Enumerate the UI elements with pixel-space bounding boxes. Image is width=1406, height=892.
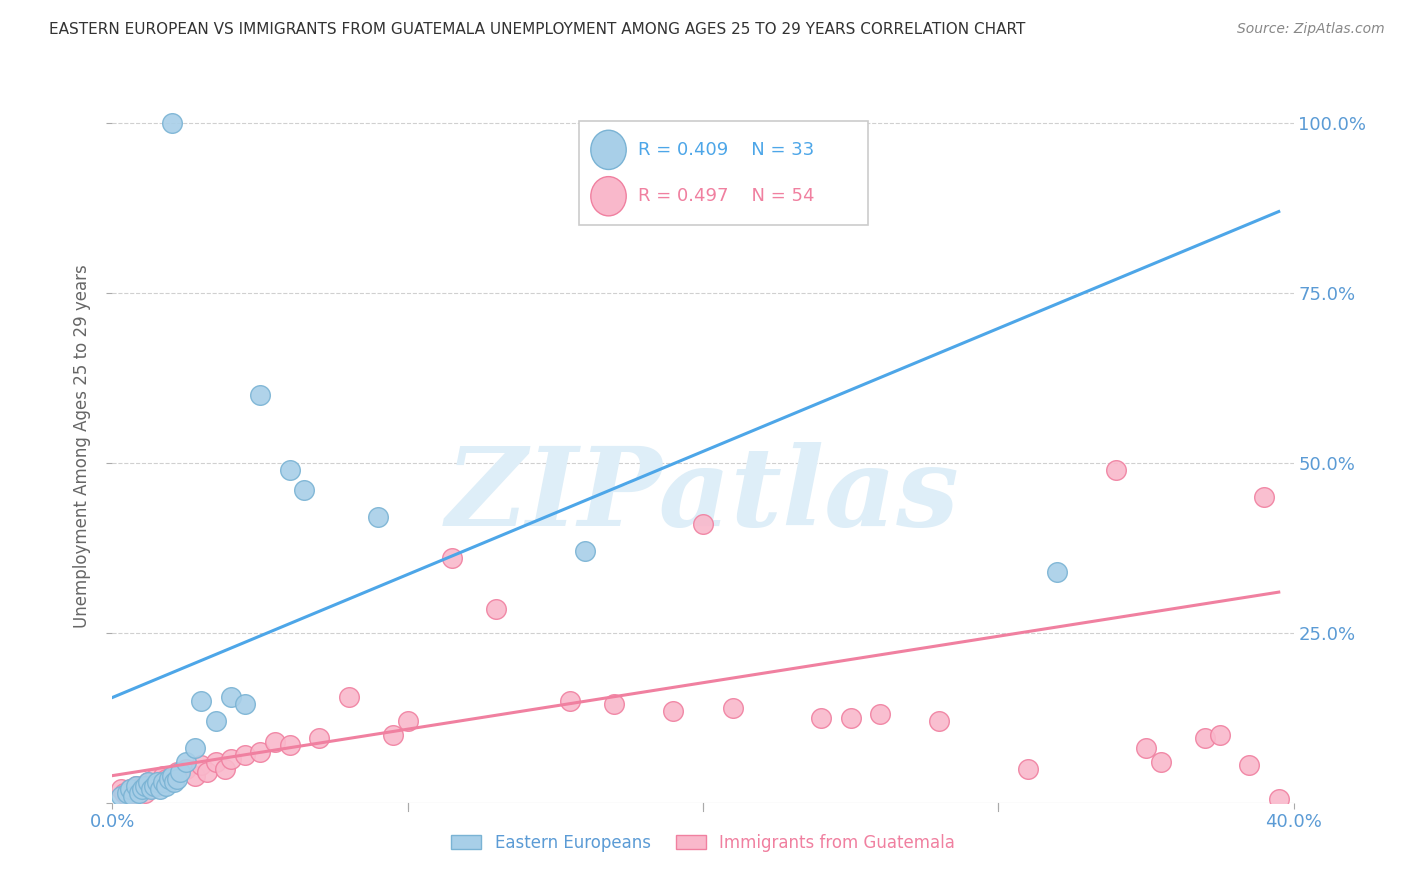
Point [928,714,950,729]
Point [155,779,177,793]
Point [152,775,174,789]
Point [382,728,405,742]
Point [1150,755,1173,769]
Point [125,779,148,793]
Point [157,775,180,789]
Point [1208,728,1232,742]
Point [131,782,153,797]
Point [146,775,169,789]
Point [160,769,183,783]
Point [160,116,183,130]
FancyBboxPatch shape [579,121,869,225]
Point [122,789,145,803]
Point [337,690,360,705]
Point [195,765,218,780]
Y-axis label: Unemployment Among Ages 25 to 29 years: Unemployment Among Ages 25 to 29 years [73,264,91,628]
Point [214,762,236,776]
Point [139,779,162,793]
Point [603,698,626,712]
Point [184,741,207,756]
Point [205,755,228,769]
Point [219,690,242,705]
Legend: Eastern Europeans, Immigrants from Guatemala: Eastern Europeans, Immigrants from Guate… [444,828,962,859]
Point [1017,762,1039,776]
Point [249,388,271,402]
Point [1239,758,1261,772]
Point [367,510,389,524]
Point [166,772,188,786]
Point [485,602,508,616]
Point [163,775,186,789]
Text: EASTERN EUROPEAN VS IMMIGRANTS FROM GUATEMALA UNEMPLOYMENT AMONG AGES 25 TO 29 Y: EASTERN EUROPEAN VS IMMIGRANTS FROM GUAT… [49,22,1025,37]
Point [155,772,177,786]
Point [149,782,172,797]
Point [190,694,212,708]
Point [146,779,169,793]
Point [134,779,156,793]
Point [131,779,153,793]
Text: ZIPatlas: ZIPatlas [446,442,960,549]
Point [721,700,744,714]
Point [233,748,256,763]
Point [125,779,148,793]
Point [160,769,183,783]
Point [134,786,156,800]
Point [128,786,150,800]
Point [120,782,142,797]
Text: Source: ZipAtlas.com: Source: ZipAtlas.com [1237,22,1385,37]
Point [190,758,212,772]
Point [278,738,301,752]
Point [219,751,242,765]
Point [120,782,142,797]
Point [149,775,172,789]
Point [1194,731,1216,746]
Point [1253,490,1275,504]
Point [869,707,891,722]
Point [1105,463,1128,477]
Point [292,483,315,498]
Point [142,779,165,793]
Point [136,775,159,789]
Point [662,704,685,718]
Point [136,775,159,789]
Point [169,765,191,780]
Point [249,745,271,759]
Point [174,762,197,776]
Point [396,714,419,729]
Point [117,789,138,803]
Point [205,714,228,729]
Ellipse shape [591,130,626,169]
Ellipse shape [591,177,626,216]
Point [110,782,132,797]
Text: R = 0.409    N = 33: R = 0.409 N = 33 [638,141,814,159]
Point [152,769,174,783]
Point [574,544,596,558]
Point [117,786,138,800]
Point [441,551,464,566]
Point [184,769,207,783]
Point [122,786,145,800]
Point [1046,565,1069,579]
Point [157,772,180,786]
Point [264,734,287,748]
Point [166,765,188,780]
Point [839,711,862,725]
Point [1268,792,1291,806]
Point [233,698,256,712]
Point [1135,741,1157,756]
Point [128,782,150,797]
Point [810,711,832,725]
Text: R = 0.497    N = 54: R = 0.497 N = 54 [638,187,814,205]
Point [174,755,197,769]
Point [110,789,132,803]
Point [139,782,162,797]
Point [308,731,330,746]
Point [558,694,582,708]
Point [112,786,135,800]
Point [692,517,714,532]
Point [278,463,301,477]
Point [142,772,165,786]
